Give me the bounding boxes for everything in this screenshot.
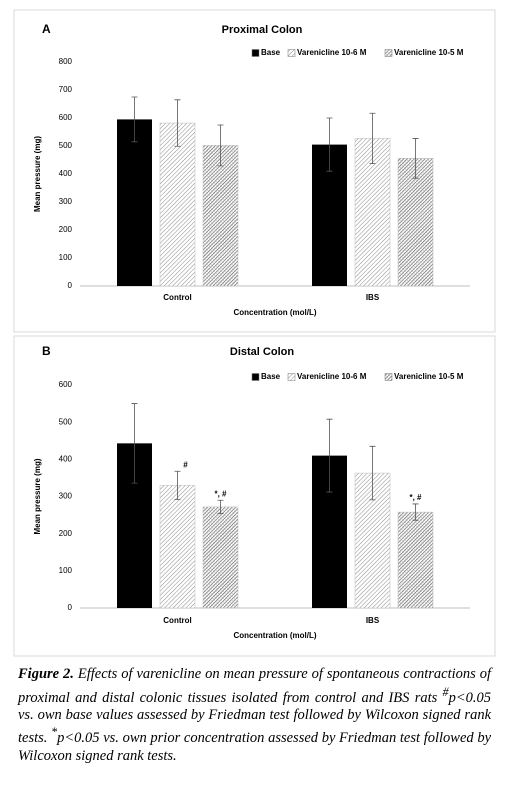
chart-title: Proximal Colon (222, 24, 303, 36)
bar (354, 138, 391, 287)
panel-label: A (42, 22, 51, 36)
x-tick-label: IBS (366, 616, 380, 625)
y-tick-label: 700 (59, 85, 73, 94)
y-tick-label: 0 (68, 603, 73, 612)
legend-label: Varenicline 10-6 M (297, 48, 367, 57)
y-tick-label: 300 (59, 492, 73, 501)
bar (397, 511, 434, 609)
caption: Figure 2. Effects of varenicline on mean… (18, 666, 491, 765)
y-tick-label: 800 (59, 57, 73, 66)
bar (202, 145, 239, 287)
bar (202, 506, 239, 609)
caption-label: Figure 2. (18, 666, 74, 682)
panel-frame (13, 335, 496, 657)
legend-swatch (384, 373, 393, 381)
x-axis-label: Concentration (mol/L) (233, 308, 316, 317)
y-axis-label: Mean pressure (mg) (33, 136, 42, 212)
y-tick-label: 100 (59, 566, 73, 575)
error-bar (326, 117, 333, 172)
y-tick-label: 400 (59, 454, 73, 463)
x-tick-label: Control (163, 616, 191, 625)
legend-label: Base (261, 48, 281, 57)
caption-sup: * (51, 725, 58, 740)
error-bar (369, 112, 376, 165)
panel-frame (13, 9, 496, 333)
annotation: *, # (409, 493, 422, 502)
error-bar (217, 499, 224, 514)
annotation: # (183, 460, 188, 469)
y-tick-label: 600 (59, 113, 73, 122)
legend-label: Varenicline 10-5 M (394, 48, 464, 57)
y-tick-label: 500 (59, 141, 73, 150)
error-bar (217, 124, 224, 167)
panel-label: B (42, 344, 51, 358)
x-axis-label: Concentration (mol/L) (233, 631, 316, 640)
annotation: *, # (214, 489, 227, 498)
legend-swatch (384, 49, 393, 57)
caption-text: Effects of varenicline on mean pressure … (18, 666, 491, 706)
chart-title: Distal Colon (230, 346, 294, 358)
error-bar (412, 138, 419, 179)
error-bar (412, 503, 419, 521)
caption-text: p<0.05 vs. own prior concentration asses… (18, 730, 492, 764)
error-bar (369, 445, 376, 501)
error-bar (131, 403, 138, 484)
figure: A Proximal Colon 0 100 200 300 400 500 600 700 800… (13, 9, 496, 657)
bar (117, 119, 152, 287)
legend-swatch (251, 49, 260, 57)
error-bar (131, 96, 138, 143)
y-tick-label: 600 (59, 380, 73, 389)
y-tick-label: 400 (59, 169, 73, 178)
bar (159, 122, 196, 287)
x-tick-label: IBS (366, 293, 380, 302)
legend-label: Base (261, 372, 281, 381)
error-bar (174, 99, 181, 147)
bar (397, 158, 434, 287)
y-tick-label: 200 (59, 529, 73, 538)
y-tick-label: 100 (59, 253, 73, 262)
legend-swatch (287, 373, 296, 381)
error-bar (326, 418, 333, 493)
bar (159, 485, 196, 609)
y-tick-label: 500 (59, 417, 73, 426)
caption-sup: # (442, 684, 449, 699)
y-axis-label: Mean pressure (mg) (33, 458, 42, 534)
legend-label: Varenicline 10-5 M (394, 372, 464, 381)
legend-swatch (287, 49, 296, 57)
error-bar (174, 470, 181, 500)
legend-label: Varenicline 10-6 M (297, 372, 367, 381)
y-tick-label: 200 (59, 225, 73, 234)
legend-swatch (251, 373, 260, 381)
caption-text: p<0.05 vs. own base values assessed by F… (18, 689, 491, 747)
y-tick-label: 300 (59, 197, 73, 206)
x-tick-label: Control (163, 293, 191, 302)
y-tick-label: 0 (68, 281, 73, 290)
